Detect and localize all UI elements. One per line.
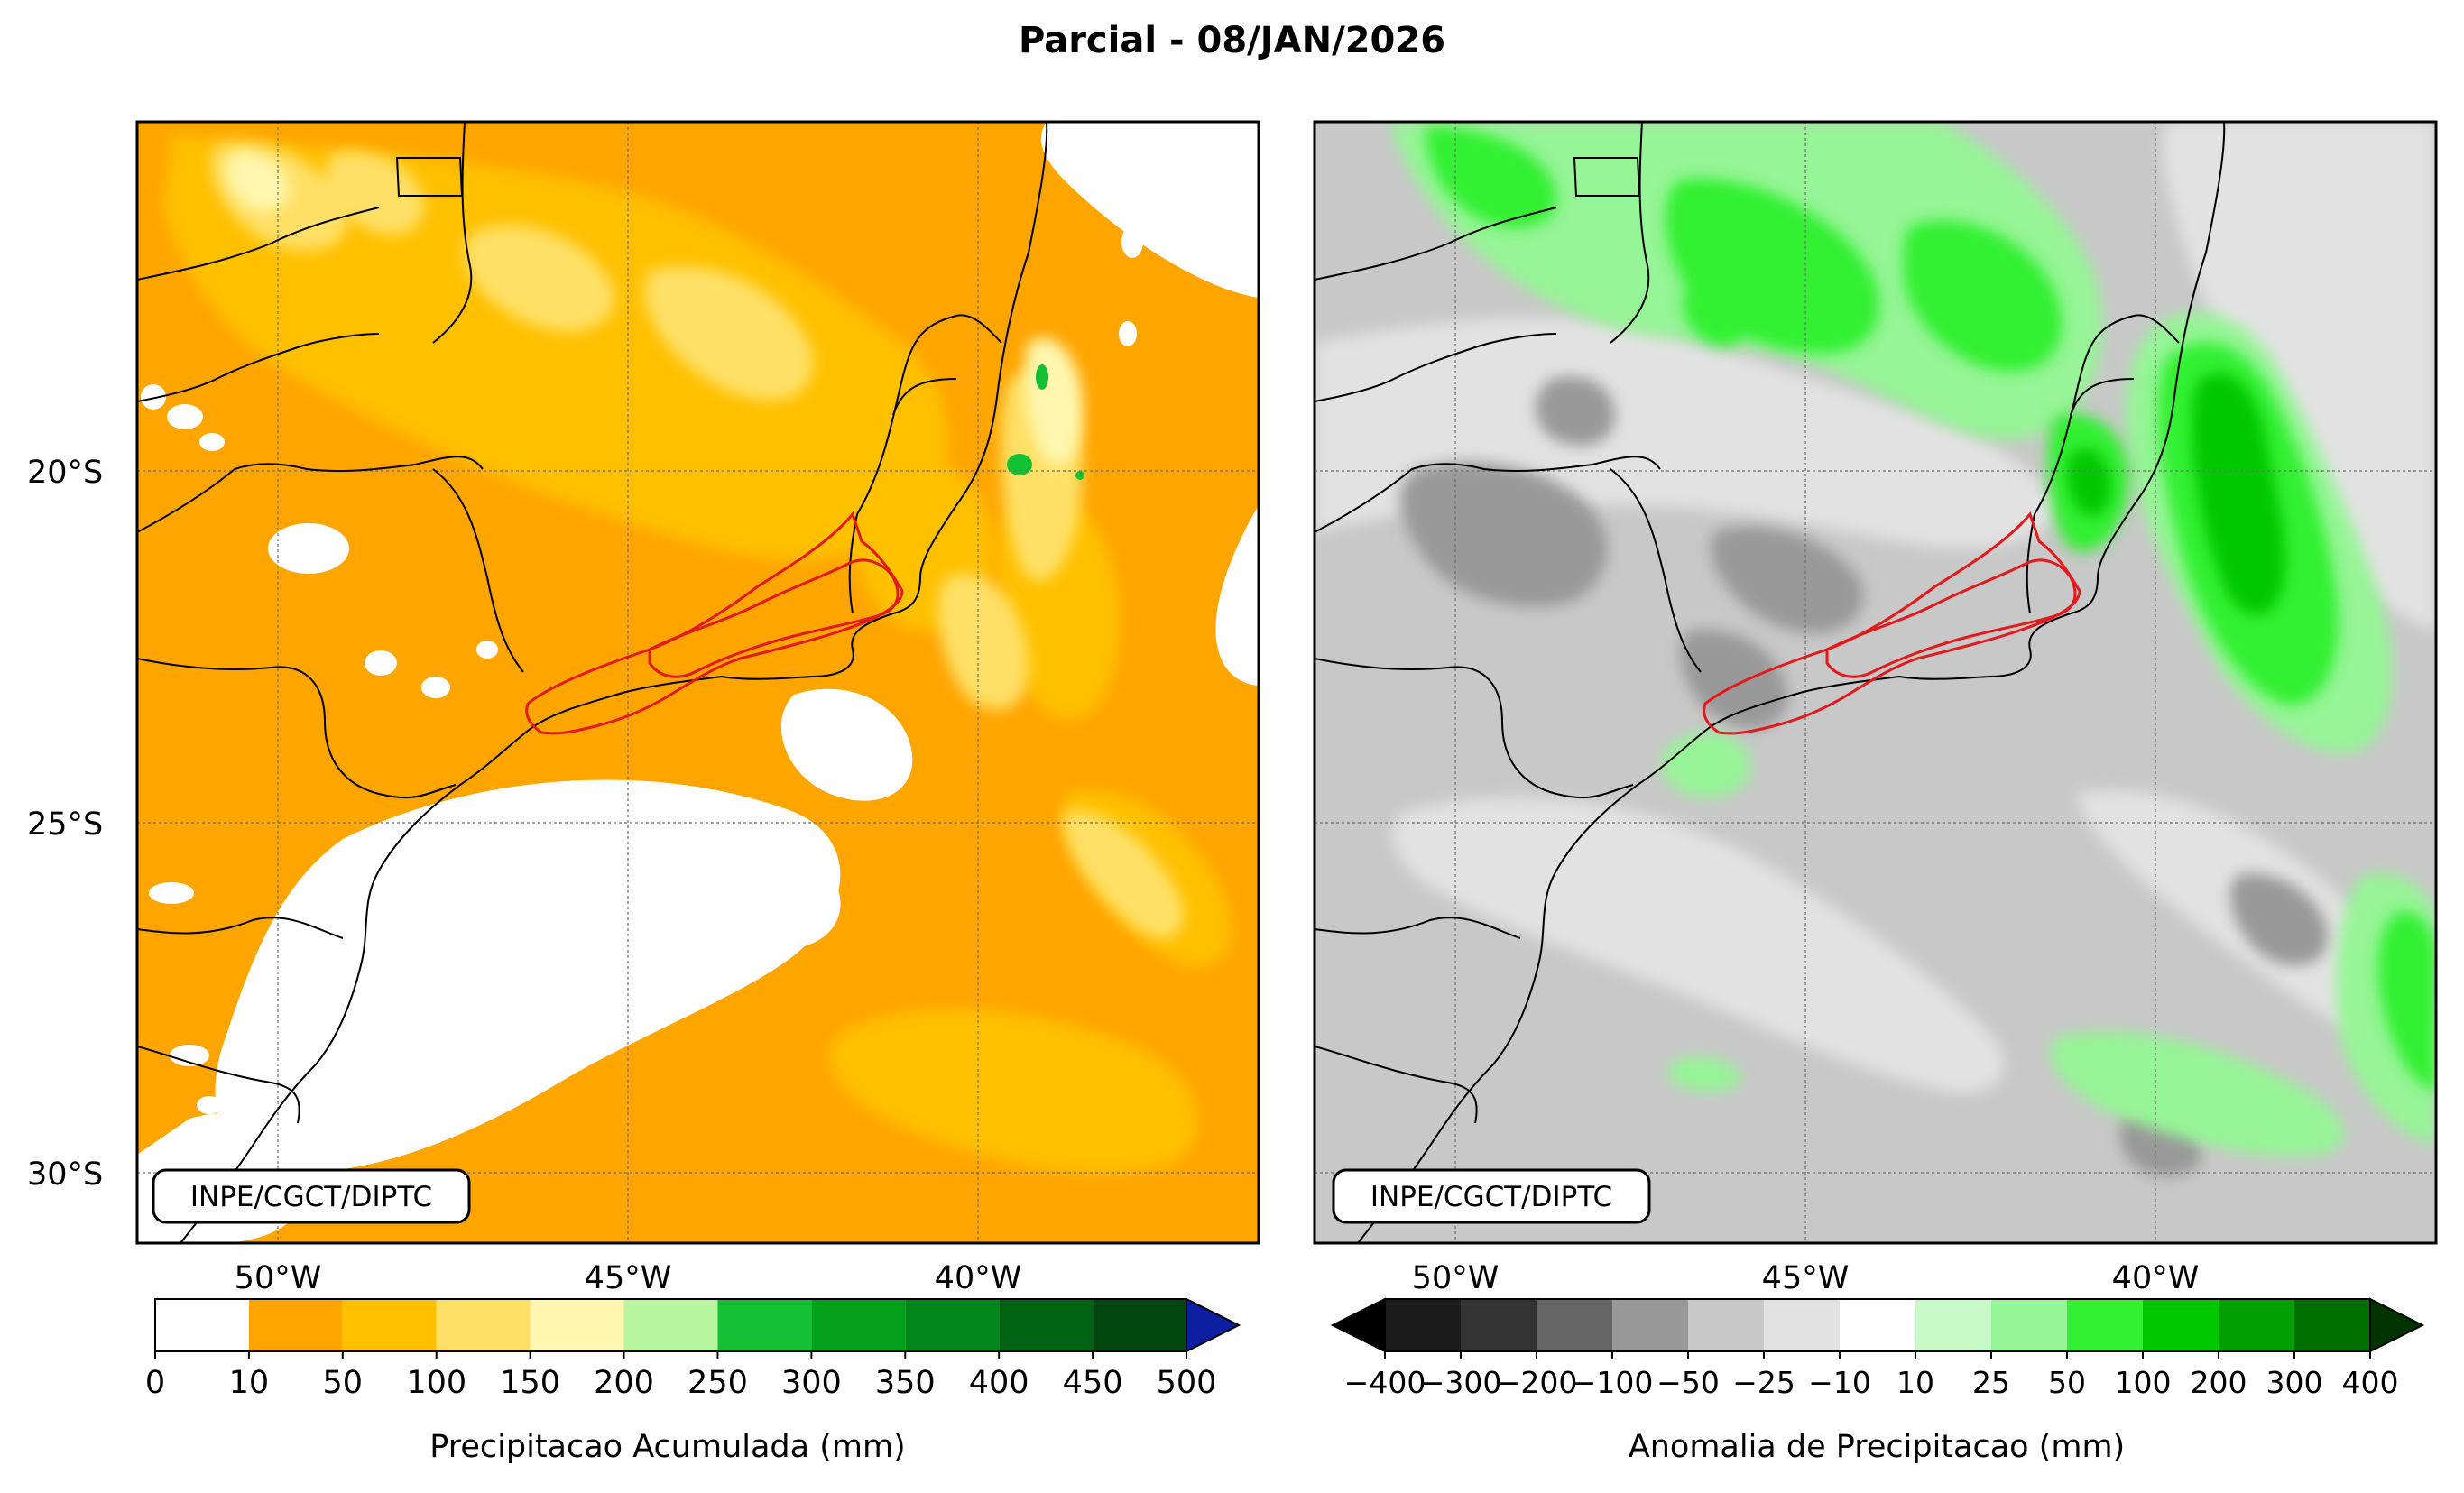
credit-text: INPE/CGCT/DIPTC bbox=[1370, 1181, 1612, 1213]
anomaly-colorbar-tick-label: 10 bbox=[1896, 1365, 1934, 1400]
lon-label-45w: 45°W bbox=[1762, 1260, 1850, 1296]
precip-colorbar-swatch bbox=[623, 1299, 718, 1351]
anomaly-colorbar-tick-label: −50 bbox=[1657, 1365, 1720, 1400]
precip-map-frame bbox=[135, 120, 1260, 1245]
anomaly-map-frame bbox=[1313, 120, 2438, 1245]
precip-colorbar-tick-label: 0 bbox=[145, 1365, 165, 1401]
anomaly-colorbar-swatch bbox=[1840, 1299, 1915, 1351]
anomaly-map bbox=[1315, 122, 2436, 1243]
precip-colorbar-tick-label: 400 bbox=[969, 1365, 1029, 1401]
anomaly-colorbar-swatch bbox=[2294, 1299, 2370, 1351]
anomaly-colorbar-tick-label: −300 bbox=[1420, 1365, 1502, 1400]
longitude-labels-left: 50°W 45°W 40°W bbox=[235, 1260, 1022, 1296]
lat-label-30s: 30°S bbox=[27, 1157, 103, 1193]
anomaly-colorbar-tick-label: 25 bbox=[1972, 1365, 2010, 1400]
anomaly-colorbar-swatch bbox=[1385, 1299, 1461, 1351]
precip-colorbar: 0 10 50 100 150 200 250 300 350 400 450 500 bbox=[145, 1297, 1241, 1401]
anomaly-colorbar-extend-high-arrow bbox=[2369, 1297, 2425, 1353]
precip-colorbar-tick-label: 250 bbox=[688, 1365, 748, 1401]
precip-colorbar-swatch bbox=[1093, 1299, 1186, 1351]
precip-colorbar-tick-label: 10 bbox=[229, 1365, 270, 1401]
precip-colorbar-tick-label: 100 bbox=[406, 1365, 466, 1401]
anomaly-darkgreen-areas bbox=[2066, 373, 2285, 615]
precip-colorbar-swatch bbox=[248, 1299, 343, 1351]
precip-colorbar-tick-label: 500 bbox=[1157, 1365, 1217, 1401]
lon-label-50w: 50°W bbox=[235, 1260, 322, 1296]
anomaly-map-overlays: INPE/CGCT/DIPTC bbox=[1315, 122, 2436, 1243]
precip-colorbar-swatch bbox=[717, 1299, 812, 1351]
anomaly-colorbar-tick-label: −400 bbox=[1344, 1365, 1426, 1400]
anomaly-colorbar-tick-label: −25 bbox=[1732, 1365, 1795, 1400]
anomaly-colorbar-swatch bbox=[1537, 1299, 1612, 1351]
precip-colorbar-tick-label: 50 bbox=[323, 1365, 364, 1401]
anomaly-colorbar-swatch bbox=[2143, 1299, 2219, 1351]
anomaly-colorbar-swatch bbox=[1991, 1299, 2067, 1351]
lon-label-45w: 45°W bbox=[585, 1260, 672, 1296]
anomaly-colorbar-swatch bbox=[2067, 1299, 2143, 1351]
precip-borders-coastline bbox=[137, 122, 1048, 1243]
figure-title: Parcial - 08/JAN/2026 bbox=[1018, 20, 1446, 61]
longitude-labels-right: 50°W 45°W 40°W bbox=[1412, 1260, 2200, 1296]
precip-colorbar-tick-label: 300 bbox=[781, 1365, 842, 1401]
credit-text: INPE/CGCT/DIPTC bbox=[190, 1181, 432, 1213]
precip-colorbar-swatch bbox=[342, 1299, 437, 1351]
precip-green-areas bbox=[1007, 364, 1084, 480]
anomaly-colorbar-tick-label: 300 bbox=[2266, 1365, 2323, 1400]
credit-box bbox=[152, 1168, 471, 1224]
anomaly-colorbar-swatch bbox=[1612, 1299, 1688, 1351]
precip-region-outlines bbox=[525, 511, 904, 735]
anomaly-colorbar-outline bbox=[1384, 1298, 2371, 1352]
lat-label-25s: 25°S bbox=[27, 806, 103, 843]
precip-colorbar-swatch bbox=[905, 1299, 1000, 1351]
precip-colorbar-tick-label: 450 bbox=[1063, 1365, 1123, 1401]
anomaly-colorbar: −400−300−200−100 −50 −25 −10 10 25 50 100 200 300… bbox=[1330, 1297, 2425, 1400]
precip-colorbar-extend-high-arrow bbox=[1186, 1297, 1241, 1353]
precip-colorbar-swatch bbox=[155, 1299, 249, 1351]
lon-label-40w: 40°W bbox=[935, 1260, 1022, 1296]
anomaly-colorbar-swatch bbox=[1461, 1299, 1537, 1351]
anomaly-colorbar-extend-low-arrow bbox=[1330, 1297, 1386, 1353]
anomaly-colorbar-swatch bbox=[1764, 1299, 1840, 1351]
precip-map-overlays: INPE/CGCT/DIPTC bbox=[137, 122, 1259, 1243]
anomaly-colorbar-swatch bbox=[1915, 1299, 1991, 1351]
latitude-labels: 20°S 25°S 30°S bbox=[27, 455, 103, 1193]
precip-colorbar-swatch bbox=[530, 1299, 624, 1351]
precip-colorbar-tick-label: 150 bbox=[500, 1365, 560, 1401]
anomaly-region-outlines bbox=[1703, 511, 2081, 735]
anomaly-colorbar-tick-label: −10 bbox=[1808, 1365, 1871, 1400]
anomaly-colorbar-tick-label: 50 bbox=[2048, 1365, 2086, 1400]
precip-colorbar-swatch bbox=[436, 1299, 531, 1351]
precip-colorbar-swatch bbox=[999, 1299, 1094, 1351]
precip-colorbar-tick-label: 200 bbox=[594, 1365, 654, 1401]
anomaly-colorbar-tick-label: 100 bbox=[2115, 1365, 2172, 1400]
anomaly-colorbar-tick-label: −200 bbox=[1496, 1365, 1578, 1400]
precip-colorbar-tick-label: 350 bbox=[875, 1365, 936, 1401]
precip-map bbox=[137, 122, 1259, 1243]
precip-colorbar-label: Precipitacao Acumulada (mm) bbox=[429, 1429, 905, 1465]
anomaly-colorbar-swatch bbox=[2219, 1299, 2294, 1351]
lat-label-20s: 20°S bbox=[27, 455, 103, 491]
anomaly-colorbar-label: Anomalia de Precipitacao (mm) bbox=[1629, 1429, 2125, 1465]
anomaly-borders-coastline bbox=[1315, 122, 2226, 1243]
anomaly-colorbar-tick-label: 400 bbox=[2342, 1365, 2399, 1400]
precip-colorbar-outline bbox=[154, 1298, 1187, 1352]
precip-colorbar-swatch bbox=[811, 1299, 906, 1351]
anomaly-colorbar-swatch bbox=[1688, 1299, 1764, 1351]
anomaly-colorbar-tick-label: 200 bbox=[2191, 1365, 2247, 1400]
lon-label-40w: 40°W bbox=[2112, 1260, 2200, 1296]
lon-label-50w: 50°W bbox=[1412, 1260, 1500, 1296]
anomaly-dark-areas bbox=[1399, 376, 2328, 1176]
credit-box bbox=[1332, 1168, 1651, 1224]
anomaly-colorbar-tick-label: −100 bbox=[1572, 1365, 1654, 1400]
